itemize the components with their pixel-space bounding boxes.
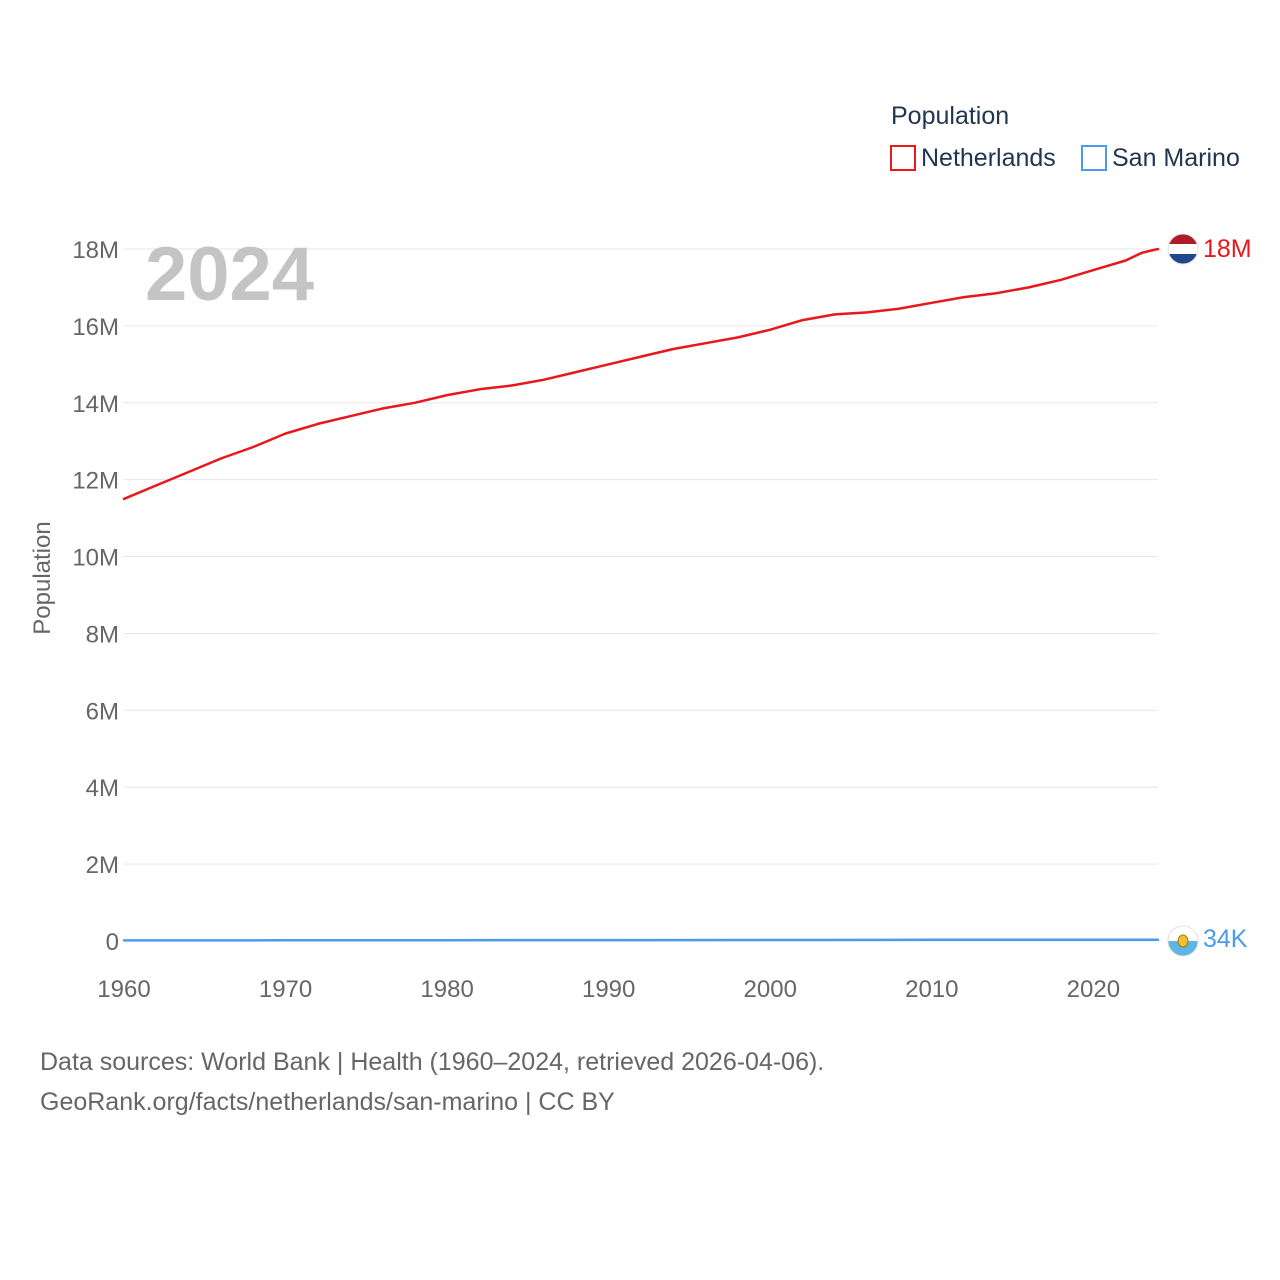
x-axis-ticks: 1960 1970 1980 1990 2000 2010 2020 <box>97 976 1120 1003</box>
x-tick-label: 1970 <box>259 976 312 1003</box>
x-tick-label: 1990 <box>582 976 635 1003</box>
series-lines <box>122 247 1160 942</box>
y-tick-label: 8M <box>86 621 119 648</box>
y-tick-label: 12M <box>72 468 119 495</box>
san-marino-flag-icon <box>1167 925 1199 957</box>
year-label: 2024 <box>145 232 314 317</box>
x-tick-label: 2000 <box>744 976 797 1003</box>
y-tick-label: 10M <box>72 545 119 572</box>
x-tick-label: 1980 <box>420 976 473 1003</box>
attribution-line: GeoRank.org/facts/netherlands/san-marino… <box>40 1088 615 1116</box>
san-marino-end-value-label: 34K <box>1203 925 1248 953</box>
legend-item-netherlands[interactable]: Netherlands <box>890 144 1056 172</box>
legend-label-san-marino: San Marino <box>1112 144 1240 172</box>
y-tick-label: 16M <box>72 314 119 341</box>
y-tick-label: 14M <box>72 391 119 418</box>
legend-label-netherlands: Netherlands <box>921 144 1056 172</box>
gridlines <box>124 248 1158 942</box>
legend: Population Netherlands San Marino <box>890 102 1240 172</box>
netherlands-flag-icon <box>1167 233 1199 265</box>
y-tick-label: 18M <box>72 237 119 264</box>
y-tick-label: 0 <box>106 929 119 956</box>
x-tick-label: 2020 <box>1067 976 1120 1003</box>
y-tick-label: 6M <box>86 698 119 725</box>
series-line-netherlands <box>122 247 1160 501</box>
y-axis-title: Population <box>29 521 56 634</box>
legend-item-san-marino[interactable]: San Marino <box>1081 144 1240 172</box>
netherlands-end-value-label: 18M <box>1203 235 1252 263</box>
y-axis-ticks: 0 2M 4M 6M 8M 10M 12M 14M 16M 18M <box>72 237 119 956</box>
legend-swatch-san-marino <box>1081 145 1107 171</box>
series-line-san-marino <box>122 938 1160 942</box>
legend-title: Population <box>891 102 1009 130</box>
legend-swatch-netherlands <box>890 145 916 171</box>
y-tick-label: 2M <box>86 852 119 879</box>
data-source-footer: Data sources: World Bank | Health (1960–… <box>40 1042 824 1122</box>
source-line: Data sources: World Bank | Health (1960–… <box>40 1048 825 1076</box>
y-tick-label: 4M <box>86 775 119 802</box>
x-tick-label: 1960 <box>97 976 150 1003</box>
x-tick-label: 2010 <box>905 976 958 1003</box>
